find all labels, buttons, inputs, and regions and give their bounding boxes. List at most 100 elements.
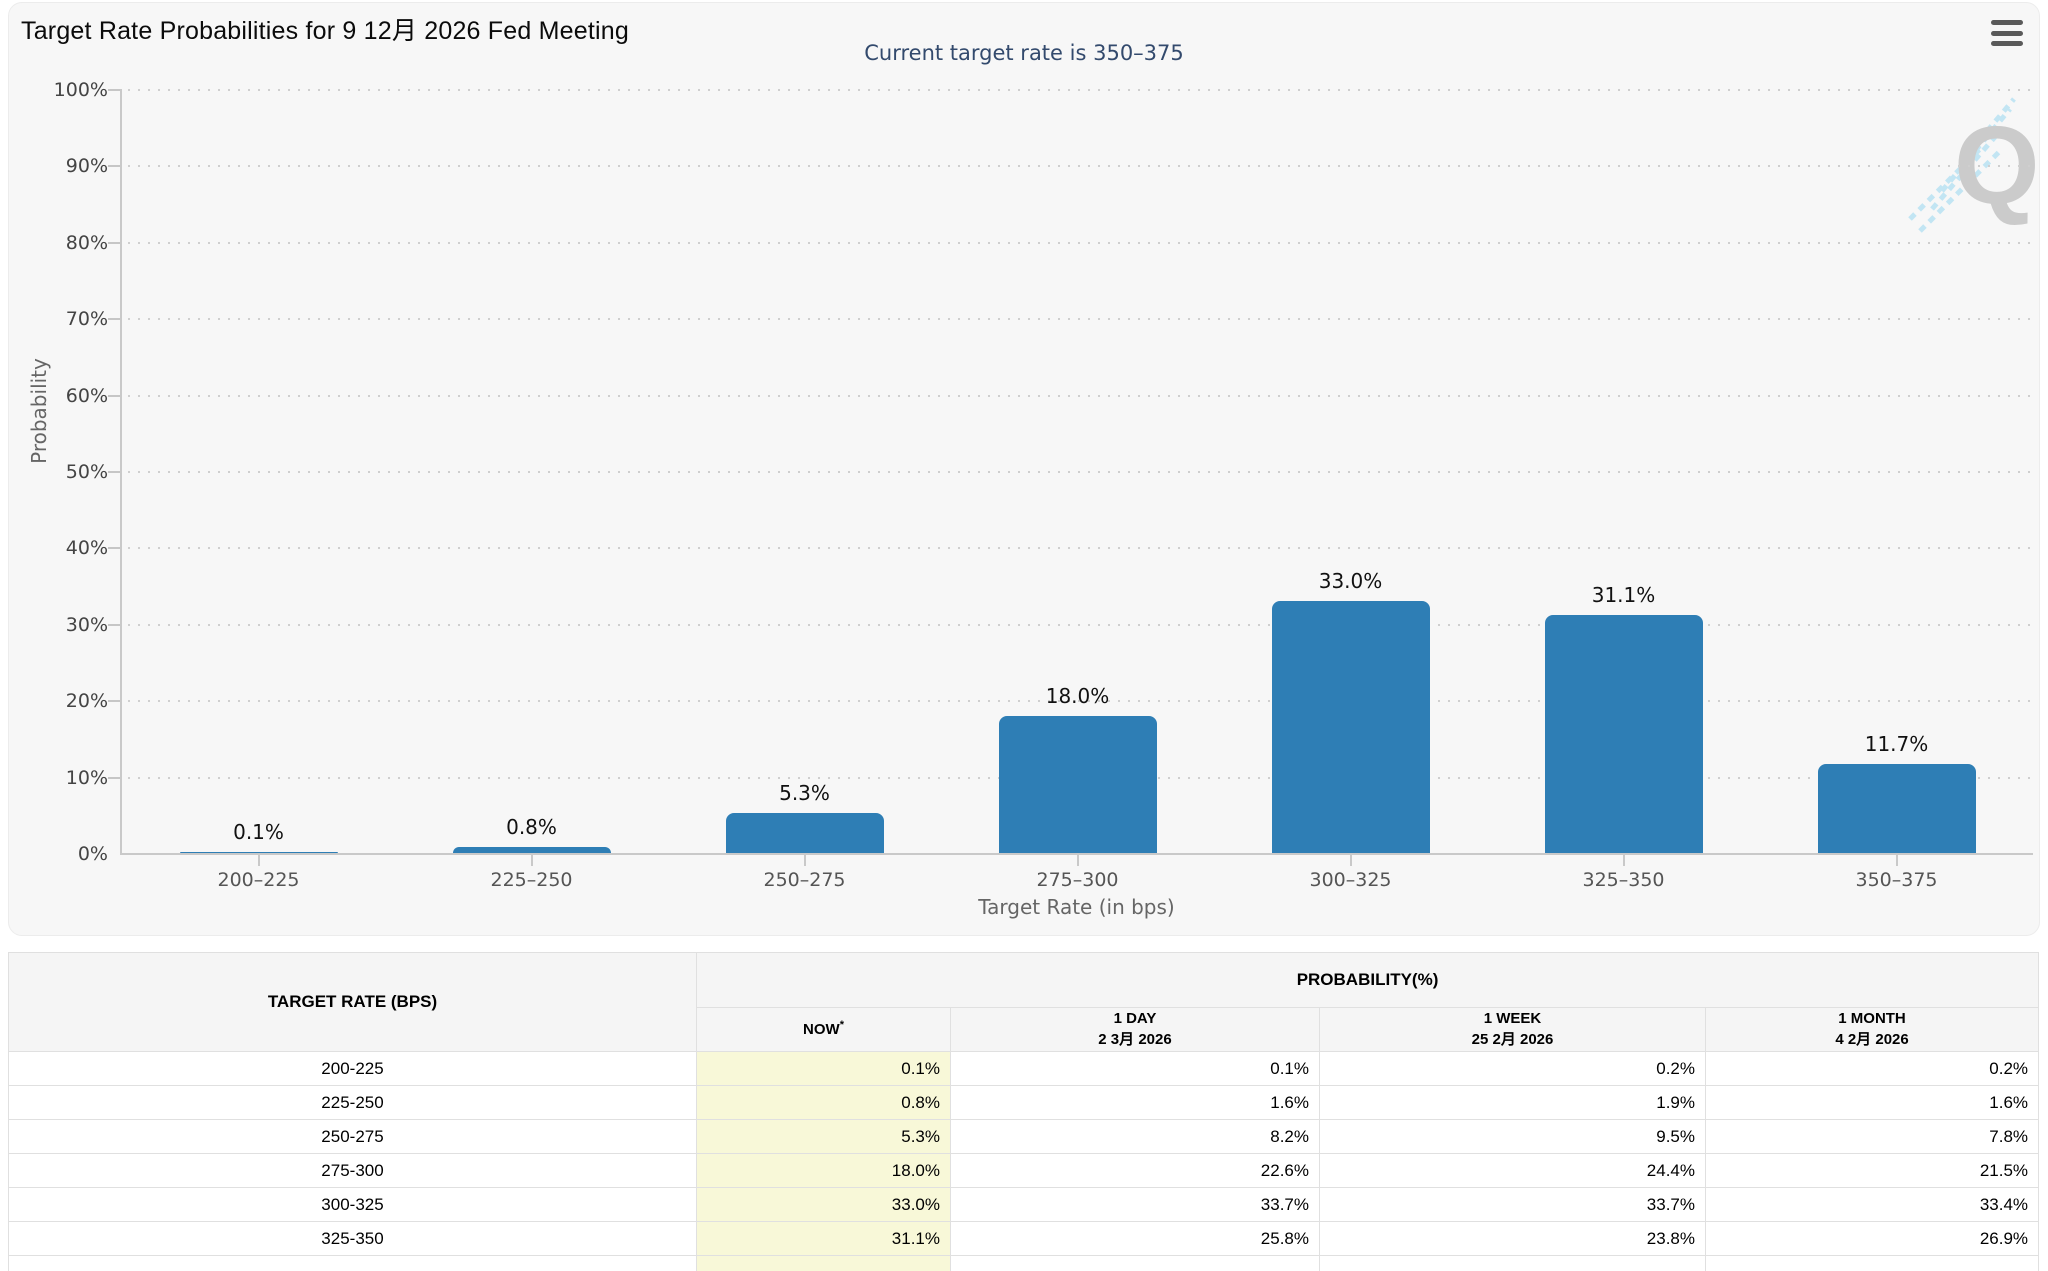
header-line1: 1 WEEK xyxy=(1483,1010,1542,1028)
x-axis-category: 325–350 xyxy=(1487,853,1760,891)
x-axis-tick-label: 225–250 xyxy=(490,869,573,891)
cell-rate: 200-225 xyxy=(8,1051,697,1086)
cell-1-week: 9.5% xyxy=(1319,1119,1706,1154)
gridline-80 xyxy=(108,241,2033,244)
probability-chart-card: Target Rate Probabilities for 9 12月 2026… xyxy=(8,2,2040,936)
x-axis-category: 350–375 xyxy=(1760,853,2033,891)
y-axis-tick-label: 0% xyxy=(77,843,108,865)
bar-value-label: 0.8% xyxy=(506,814,557,839)
bar-value-label: 0.1% xyxy=(233,820,284,845)
cell-1-month xyxy=(1704,1255,2040,1271)
x-axis-tick-label: 250–275 xyxy=(763,869,846,891)
x-axis-category: 300–325 xyxy=(1214,853,1487,891)
y-axis-tick-label: 30% xyxy=(65,614,108,636)
table-row: 325-350 31.1% 25.8% 23.8% 26.9% xyxy=(8,1221,2040,1256)
y-axis-tick-label: 100% xyxy=(53,79,108,101)
bar-value-label: 11.7% xyxy=(1864,731,1929,756)
x-axis-labels: 200–225 225–250 250–275 275–300 300–325 … xyxy=(122,853,2033,891)
x-axis-tick-label: 200–225 xyxy=(217,869,300,891)
cell-rate: 300-325 xyxy=(8,1187,697,1222)
gridline-60 xyxy=(108,394,2033,397)
gridline-50 xyxy=(108,471,2033,473)
cell-1-month: 21.5% xyxy=(1704,1153,2040,1188)
bar-series: 0.1% 0.8% 5.3% 18.0% 33.0% xyxy=(122,89,2033,853)
cell-1-month: 33.4% xyxy=(1704,1187,2040,1222)
cell-now: 0.8% xyxy=(696,1085,951,1120)
cell-now: 18.0% xyxy=(696,1153,951,1188)
y-axis-tick-label: 10% xyxy=(65,767,108,789)
col-header-1-week: 1 WEEK 25 2月 2026 xyxy=(1319,1007,1706,1052)
col-header-target-rate: TARGET RATE (BPS) xyxy=(8,952,697,1052)
hamburger-bar xyxy=(1991,30,2023,36)
header-line2: 25 2月 2026 xyxy=(1471,1030,1554,1048)
cell-1-week: 1.9% xyxy=(1319,1085,1706,1120)
cell-1-month: 7.8% xyxy=(1704,1119,2040,1154)
x-tick xyxy=(530,853,533,866)
cell-1-week: 23.8% xyxy=(1319,1221,1706,1256)
x-tick xyxy=(1349,853,1352,866)
x-axis-category: 225–250 xyxy=(395,853,668,891)
col-header-1-day: 1 DAY 2 3月 2026 xyxy=(950,1007,1320,1052)
bar-300-325[interactable] xyxy=(1271,600,1430,853)
chart-subtitle: Current target rate is 350–375 xyxy=(864,41,1184,65)
bar-slot: 11.7% xyxy=(1760,89,2033,853)
gridline-40 xyxy=(108,547,2033,550)
col-header-1-month: 1 MONTH 4 2月 2026 xyxy=(1704,1007,2040,1052)
table-row: 275-300 18.0% 22.6% 24.4% 21.5% xyxy=(8,1153,2040,1188)
bar-350-375[interactable] xyxy=(1817,763,1976,853)
x-tick xyxy=(803,853,806,866)
cell-1-day xyxy=(950,1255,1320,1271)
gridline-70 xyxy=(108,318,2033,321)
cell-1-day: 25.8% xyxy=(950,1221,1320,1256)
cell-now xyxy=(696,1255,951,1271)
bar-275-300[interactable] xyxy=(998,715,1157,853)
cell-1-day: 8.2% xyxy=(950,1119,1320,1154)
bar-slot: 5.3% xyxy=(668,89,941,853)
cell-1-week: 0.2% xyxy=(1319,1051,1706,1086)
bar-slot: 0.1% xyxy=(122,89,395,853)
cell-rate: 225-250 xyxy=(8,1085,697,1120)
cell-now: 0.1% xyxy=(696,1051,951,1086)
gridline-30 xyxy=(108,623,2033,626)
header-line2: 2 3月 2026 xyxy=(1098,1030,1172,1048)
cell-1-month: 0.2% xyxy=(1704,1051,2040,1086)
cell-1-day: 22.6% xyxy=(950,1153,1320,1188)
table-row: 225-250 0.8% 1.6% 1.9% 1.6% xyxy=(8,1085,2040,1120)
x-axis-category: 200–225 xyxy=(122,853,395,891)
x-axis-category: 250–275 xyxy=(668,853,941,891)
y-axis-tick-label: 20% xyxy=(65,690,108,712)
y-axis-tick-label: 90% xyxy=(65,155,108,177)
table-row-partial-cutoff xyxy=(8,1255,2040,1271)
bar-slot: 0.8% xyxy=(395,89,668,853)
x-axis-tick-label: 275–300 xyxy=(1036,869,1119,891)
now-asterisk: * xyxy=(839,1019,844,1032)
hamburger-menu-icon[interactable] xyxy=(1991,20,2023,46)
gridline-20 xyxy=(108,700,2033,703)
cell-now: 33.0% xyxy=(696,1187,951,1222)
y-axis-tick-label: 60% xyxy=(65,385,108,407)
cell-rate: 275-300 xyxy=(8,1153,697,1188)
x-axis-category: 275–300 xyxy=(941,853,1214,891)
table-row: 200-225 0.1% 0.1% 0.2% 0.2% xyxy=(8,1051,2040,1086)
cell-now: 5.3% xyxy=(696,1119,951,1154)
y-axis-tick-label: 70% xyxy=(65,308,108,330)
bar-250-275[interactable] xyxy=(725,812,884,853)
bar-200-225[interactable] xyxy=(179,852,338,853)
now-label: NOW xyxy=(803,1021,840,1039)
bar-value-label: 5.3% xyxy=(779,780,830,805)
x-axis-tick-label: 300–325 xyxy=(1309,869,1392,891)
cell-rate: 250-275 xyxy=(8,1119,697,1154)
bar-slot: 31.1% xyxy=(1487,89,1760,853)
cell-now: 31.1% xyxy=(696,1221,951,1256)
bar-225-250[interactable] xyxy=(452,846,611,853)
bar-325-350[interactable] xyxy=(1544,615,1703,853)
bar-value-label: 18.0% xyxy=(1045,683,1110,708)
header-line1: 1 MONTH xyxy=(1838,1010,1906,1028)
x-tick xyxy=(257,853,260,866)
bar-slot: 18.0% xyxy=(941,89,1214,853)
cell-1-day: 1.6% xyxy=(950,1085,1320,1120)
cell-1-month: 1.6% xyxy=(1704,1085,2040,1120)
x-axis-title: Target Rate (in bps) xyxy=(978,895,1175,919)
cell-1-day: 33.7% xyxy=(950,1187,1320,1222)
